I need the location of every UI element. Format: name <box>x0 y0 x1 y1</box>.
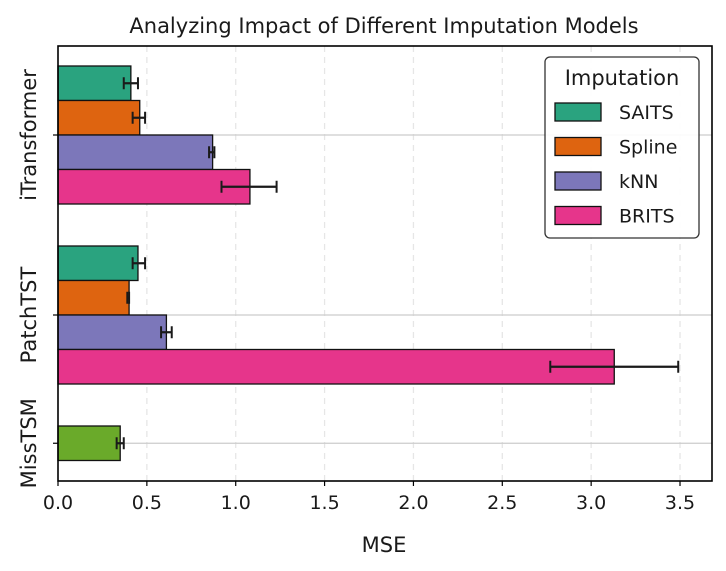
y-category-label: iTransformer <box>17 69 41 201</box>
legend: Imputation SAITS Spline kNN BRITS <box>544 56 700 239</box>
legend-swatch-saits <box>554 102 602 122</box>
x-tick-label: 1.5 <box>309 492 339 514</box>
x-tick-label: 2.0 <box>398 492 428 514</box>
y-category-label: MissTSM <box>17 398 41 488</box>
bar-patchtst-knn <box>57 314 168 351</box>
legend-label-saits: SAITS <box>619 102 674 124</box>
x-tick-label: 0.5 <box>132 492 162 514</box>
plot-frame <box>57 45 713 482</box>
x-tick-label: 3.5 <box>665 492 695 514</box>
legend-label-spline: Spline <box>619 137 677 159</box>
plot-area: 0.0 0.5 1.0 1.5 2.0 2.5 3.0 3.5 iTransformer Patc… <box>17 45 713 514</box>
bar-itransformer-knn <box>57 134 214 171</box>
legend-label-brits: BRITS <box>619 206 675 228</box>
bar-patchtst-brits <box>57 348 615 385</box>
x-axis-label: MSE <box>362 533 407 557</box>
legend-swatch-spline <box>554 136 602 157</box>
x-tick-label: 2.5 <box>487 492 517 514</box>
x-tick-label: 1.0 <box>221 492 251 514</box>
bar-patchtst-saits <box>57 245 139 282</box>
bar-misstsm-misstsm <box>57 425 121 462</box>
legend-swatch-brits <box>554 205 602 226</box>
bar-itransformer-saits <box>57 65 132 102</box>
legend-label-knn: kNN <box>619 171 658 193</box>
bar-itransformer-brits <box>57 168 251 205</box>
legend-box <box>544 56 700 239</box>
legend-swatch-knn <box>554 171 602 191</box>
x-tick-label: 0.0 <box>43 492 73 514</box>
legend-title: Imputation <box>565 66 680 90</box>
x-tick-label: 3.0 <box>576 492 606 514</box>
chart-title: Analyzing Impact of Different Imputation… <box>129 14 638 38</box>
bar-itransformer-spline <box>57 99 141 136</box>
bar-patchtst-spline <box>57 279 130 316</box>
y-category-label: PatchTST <box>17 267 41 364</box>
